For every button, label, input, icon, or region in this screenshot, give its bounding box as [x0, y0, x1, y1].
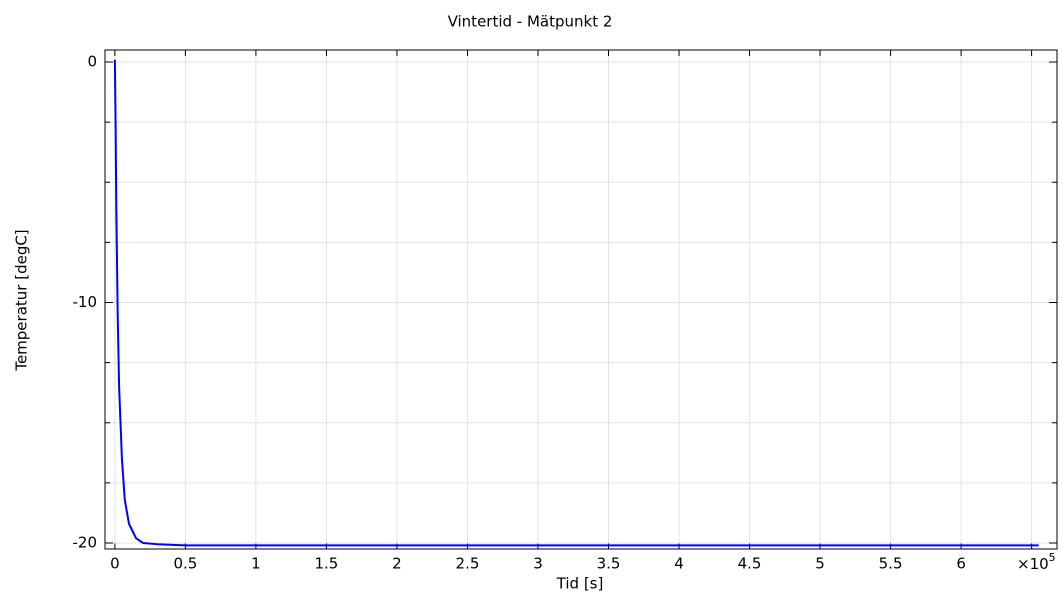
- x-tick-label: 0.5: [173, 555, 197, 573]
- x-tick-label: 3: [533, 555, 543, 573]
- x-scale-exponent: 5: [1049, 551, 1056, 564]
- y-axis-label: Temperatur [degC]: [13, 229, 31, 371]
- y-tick-label: 0: [87, 53, 97, 71]
- x-tick-label: 5.5: [879, 555, 903, 573]
- plot-frame: [104, 49, 1058, 550]
- x-tick-label: 2: [392, 555, 402, 573]
- x-scale-label: ×105: [1017, 551, 1056, 573]
- x-tick-label: 4: [674, 555, 684, 573]
- x-tick-label: 1.5: [314, 555, 338, 573]
- x-tick-label: 1: [251, 555, 261, 573]
- x-tick-label: 2.5: [456, 555, 480, 573]
- x-axis-label: Tid [s]: [556, 575, 604, 593]
- y-tick-label: -20: [73, 533, 98, 551]
- chart-title: Vintertid - Mätpunkt 2: [448, 13, 613, 31]
- x-scale-base: ×10: [1017, 555, 1049, 573]
- x-tick-label: 5: [815, 555, 825, 573]
- x-tick-label: 6: [956, 555, 966, 573]
- data-line: [113, 59, 1039, 547]
- x-tick-label: 0: [110, 555, 120, 573]
- y-tick-label: -10: [73, 293, 98, 311]
- x-tick-label: 3.5: [597, 555, 621, 573]
- x-tick-label: 4.5: [738, 555, 762, 573]
